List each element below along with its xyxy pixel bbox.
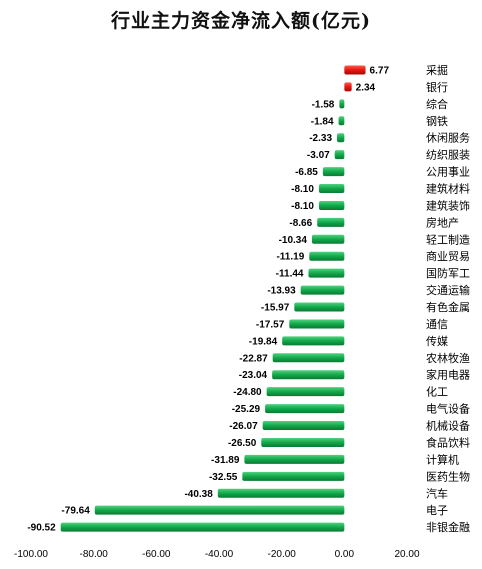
category-label-row-7: 公用事业 <box>426 166 470 179</box>
x-tick-label-6: 0.00 <box>335 549 355 560</box>
bar-row-22 <box>262 421 345 431</box>
x-tick-label-1: -100.00 <box>14 549 48 560</box>
bar-row-8 <box>318 184 345 194</box>
category-label-row-20: 化工 <box>426 385 448 399</box>
category-label-row-6: 纺织服装 <box>426 148 470 162</box>
bar-row-28 <box>60 522 345 532</box>
bar-row-18 <box>272 353 345 363</box>
bar-row-26 <box>217 488 345 498</box>
bar-row-24 <box>244 454 345 464</box>
x-tick-label-2: -80.00 <box>79 549 108 560</box>
bar-row-23 <box>261 437 345 447</box>
category-label-row-14: 交通运输 <box>426 283 470 297</box>
category-label-row-11: 轻工制造 <box>426 232 470 246</box>
x-tick-label-3: -60.00 <box>142 549 171 560</box>
value-label-row-9: -8.10 <box>291 201 314 212</box>
bar-row-27 <box>94 505 345 515</box>
category-label-row-1: 采掘 <box>426 63 448 77</box>
x-tick-label-5: -20.00 <box>267 549 296 560</box>
value-label-row-6: -3.07 <box>307 150 330 161</box>
category-label-row-17: 传媒 <box>426 335 448 348</box>
category-label-row-24: 计算机 <box>426 452 459 466</box>
category-label-row-2: 银行 <box>426 80 448 94</box>
category-label-row-19: 家用电器 <box>426 368 470 382</box>
category-label-row-16: 通信 <box>426 318 448 331</box>
category-label-row-25: 医药生物 <box>426 469 470 483</box>
category-label-row-23: 食品饮料 <box>426 435 470 449</box>
value-label-row-10: -8.66 <box>289 218 312 229</box>
category-label-row-10: 房地产 <box>426 215 459 229</box>
value-label-row-26: -40.38 <box>184 489 213 500</box>
category-label-row-15: 有色金属 <box>426 300 470 314</box>
value-label-row-3: -1.58 <box>312 99 335 110</box>
category-label-row-26: 汽车 <box>426 486 448 500</box>
category-label-row-18: 农林牧渔 <box>426 351 470 365</box>
value-label-row-15: -15.97 <box>261 303 290 314</box>
value-label-row-20: -24.80 <box>233 387 262 398</box>
value-label-row-14: -13.93 <box>267 286 296 297</box>
value-label-row-12: -11.19 <box>276 252 304 263</box>
bar-row-20 <box>266 387 345 397</box>
bar-row-6 <box>334 150 345 160</box>
bar-row-1 <box>344 65 366 75</box>
value-label-row-11: -10.34 <box>279 235 308 246</box>
bar-row-2 <box>344 82 352 92</box>
bar-row-14 <box>300 285 345 295</box>
value-label-row-8: -8.10 <box>291 184 314 195</box>
category-label-row-21: 电气设备 <box>426 402 470 416</box>
value-label-row-5: -2.33 <box>309 133 332 144</box>
value-label-row-21: -25.29 <box>232 404 261 415</box>
x-tick-label-7: 20.00 <box>394 549 419 560</box>
value-label-row-16: -17.57 <box>256 319 285 330</box>
category-label-row-3: 综合 <box>426 97 448 111</box>
category-label-row-9: 建筑装饰 <box>426 198 470 212</box>
value-label-row-4: -1.84 <box>311 116 334 127</box>
value-label-row-18: -22.87 <box>239 353 268 364</box>
value-label-row-17: -19.84 <box>249 336 278 347</box>
category-label-row-8: 建筑材料 <box>426 182 470 196</box>
bar-row-17 <box>282 336 345 346</box>
bar-row-12 <box>309 251 345 261</box>
chart-title: 行业主力资金净流入额(亿元) <box>111 10 371 32</box>
bar-row-11 <box>311 234 345 244</box>
x-tick-label-4: -40.00 <box>205 549 234 560</box>
value-label-row-7: -6.85 <box>295 167 318 178</box>
bar-row-3 <box>339 99 345 109</box>
bar-row-7 <box>322 167 345 177</box>
bar-row-9 <box>318 200 345 210</box>
bar-row-13 <box>308 268 345 278</box>
bar-row-16 <box>289 319 345 329</box>
category-label-row-5: 休闲服务 <box>426 131 470 145</box>
category-label-row-27: 电子 <box>426 504 448 517</box>
bar-row-4 <box>338 116 345 126</box>
value-label-row-28: -90.52 <box>27 523 56 534</box>
bar-row-19 <box>272 370 345 380</box>
value-label-row-27: -79.64 <box>61 506 90 517</box>
category-label-row-13: 国防军工 <box>426 266 470 280</box>
bar-row-10 <box>317 217 345 227</box>
value-label-row-23: -26.50 <box>228 438 257 449</box>
category-label-row-22: 机械设备 <box>426 419 470 433</box>
bar-row-25 <box>242 471 345 481</box>
value-label-row-25: -32.55 <box>209 472 238 483</box>
value-label-row-24: -31.89 <box>211 455 240 466</box>
value-label-row-22: -26.07 <box>229 421 258 432</box>
value-label-row-13: -11.44 <box>276 269 304 280</box>
bar-row-5 <box>337 133 345 143</box>
value-label-row-1: 6.77 <box>370 66 390 77</box>
category-label-row-4: 钢铁 <box>426 115 448 128</box>
category-label-row-12: 商业贸易 <box>426 249 470 263</box>
value-label-row-19: -23.04 <box>239 370 268 381</box>
bar-row-15 <box>294 302 345 312</box>
value-label-row-2: 2.34 <box>356 82 376 93</box>
bar-row-21 <box>265 404 345 414</box>
category-label-row-28: 非银金融 <box>426 520 470 534</box>
